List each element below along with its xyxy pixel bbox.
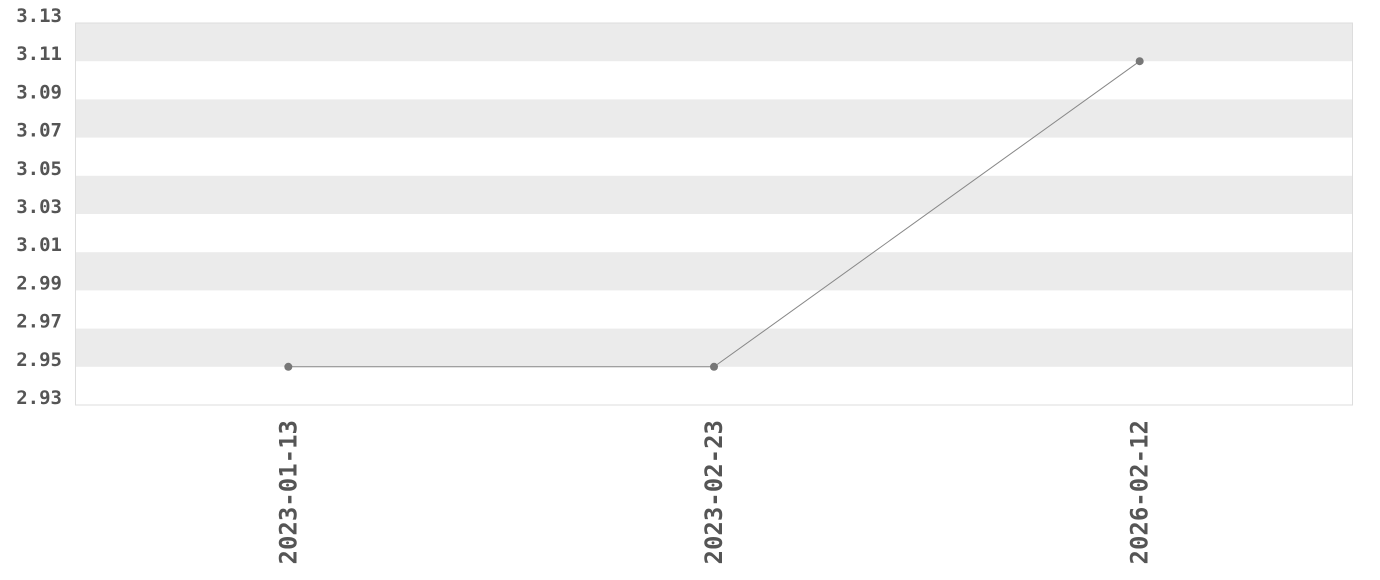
grid-bands — [75, 23, 1353, 367]
y-tick-label: 2.95 — [16, 349, 62, 371]
y-tick-label: 2.97 — [16, 311, 62, 333]
y-tick-label: 3.09 — [16, 81, 62, 103]
y-tick-label: 3.01 — [16, 234, 62, 256]
y-tick-label: 3.05 — [16, 158, 62, 180]
y-tick-label: 3.03 — [16, 196, 62, 218]
series — [284, 57, 1144, 371]
y-tick-label: 2.99 — [16, 272, 62, 294]
x-tick-label: 2023-02-23 — [700, 420, 728, 565]
data-point — [1135, 57, 1144, 66]
y-tick-label: 2.93 — [16, 387, 62, 409]
y-tick-label: 3.13 — [16, 5, 62, 27]
grid-band — [75, 175, 1353, 214]
y-tick-label: 3.11 — [16, 43, 62, 65]
grid-band — [75, 23, 1353, 62]
grid-band — [75, 252, 1353, 291]
y-axis: 3.13 3.11 3.09 3.07 3.05 3.03 3.01 2.99 2.97 2.95… — [16, 5, 62, 409]
x-tick-label: 2023-01-13 — [274, 420, 302, 565]
x-tick-label: 2026-02-12 — [1126, 420, 1154, 565]
grid-band — [75, 328, 1353, 367]
plot-border — [75, 22, 1353, 406]
x-axis: 2023-01-13 2023-02-23 2026-02-12 — [274, 420, 1153, 565]
data-point — [710, 362, 718, 371]
data-point — [284, 362, 293, 371]
y-tick-label: 3.07 — [16, 120, 62, 142]
grid-band — [75, 99, 1353, 138]
